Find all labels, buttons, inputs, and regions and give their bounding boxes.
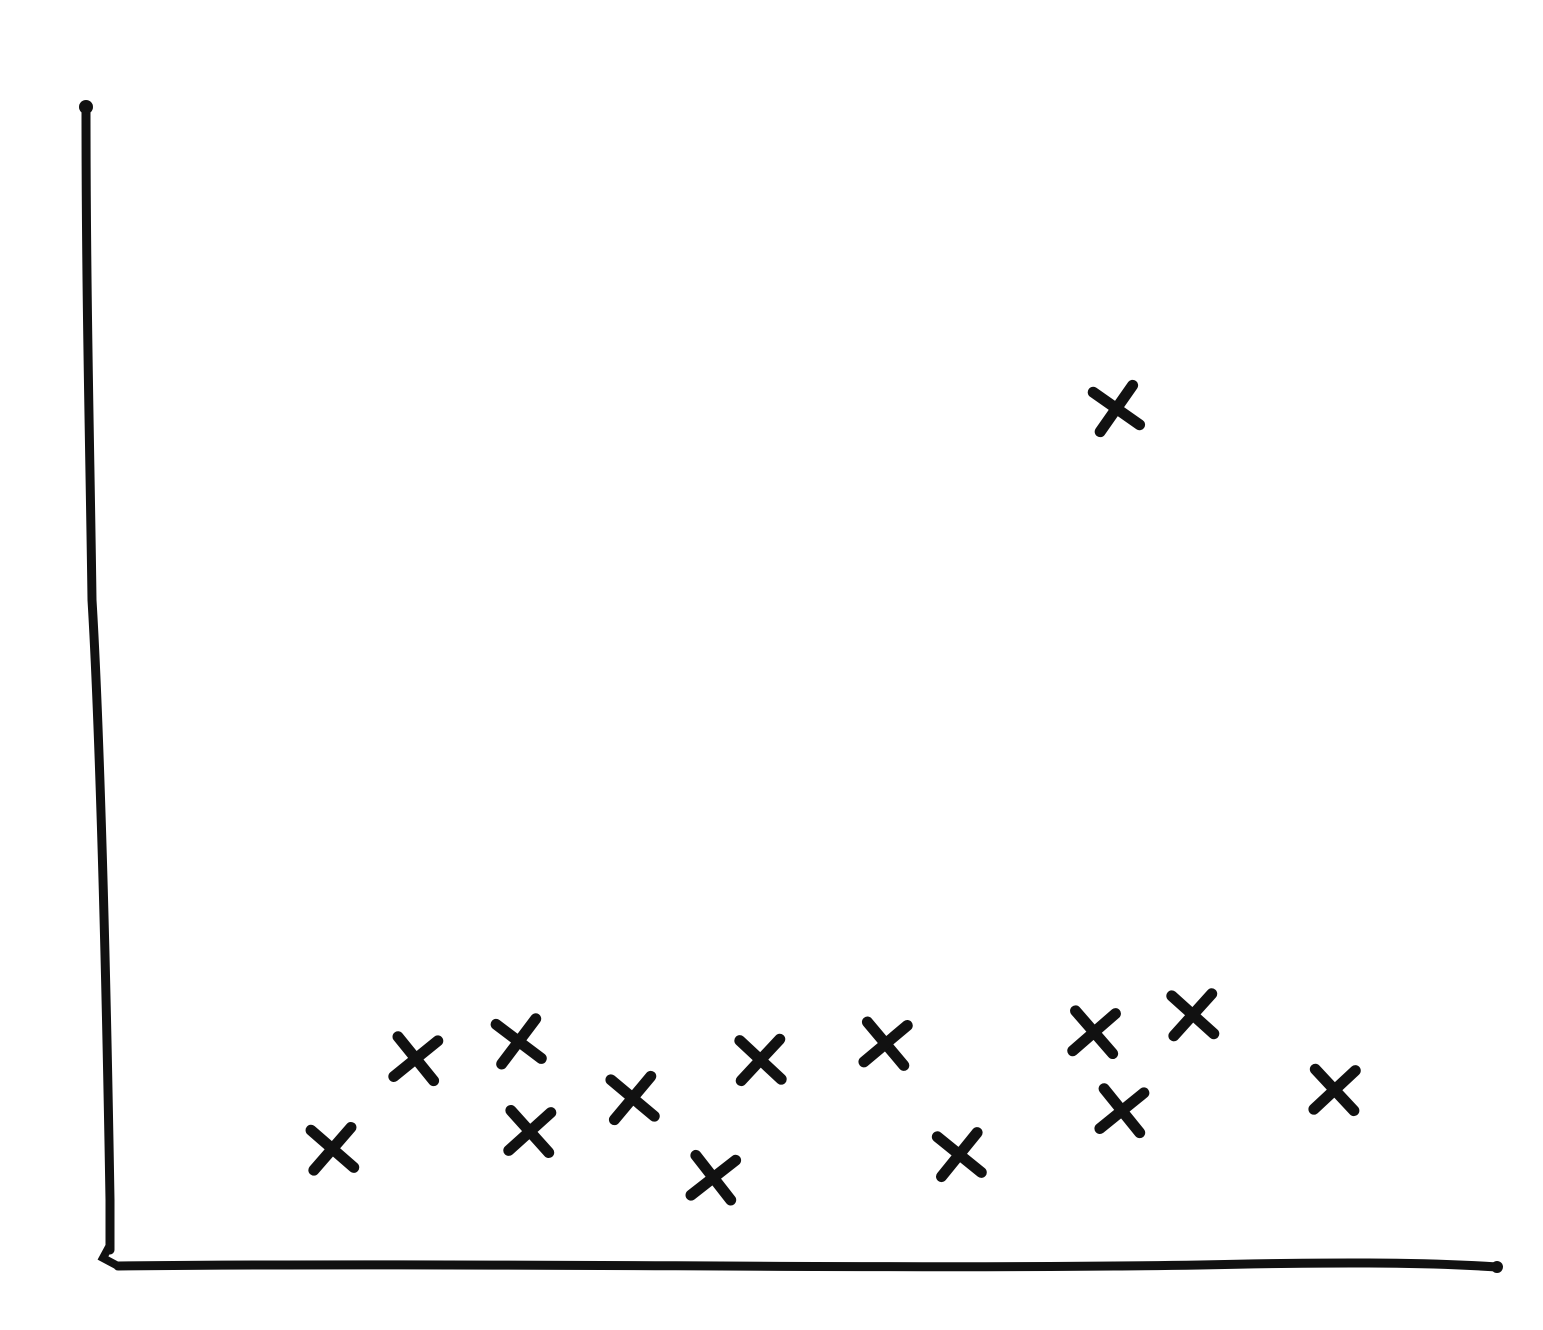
data-point (605, 1070, 660, 1126)
data-point (1166, 988, 1220, 1042)
x-axis-endpoint (1491, 1261, 1503, 1273)
data-point (1067, 1005, 1121, 1060)
data-point (734, 1033, 787, 1087)
axis-corner (97, 1241, 122, 1270)
data-point (503, 1104, 557, 1159)
data-points (305, 379, 1361, 1206)
data-point (1094, 1083, 1150, 1139)
data-point (685, 1149, 742, 1206)
data-point (305, 1121, 360, 1176)
data-point (490, 1013, 547, 1070)
data-point (931, 1127, 987, 1183)
data-point (1087, 379, 1146, 438)
data-point (1308, 1063, 1361, 1117)
y-axis-endpoint (79, 100, 93, 114)
y-axis-line (81, 102, 115, 1255)
data-point (388, 1031, 444, 1087)
data-point (858, 1016, 913, 1071)
axes (79, 100, 1503, 1273)
x-axis-line (113, 1258, 1502, 1272)
